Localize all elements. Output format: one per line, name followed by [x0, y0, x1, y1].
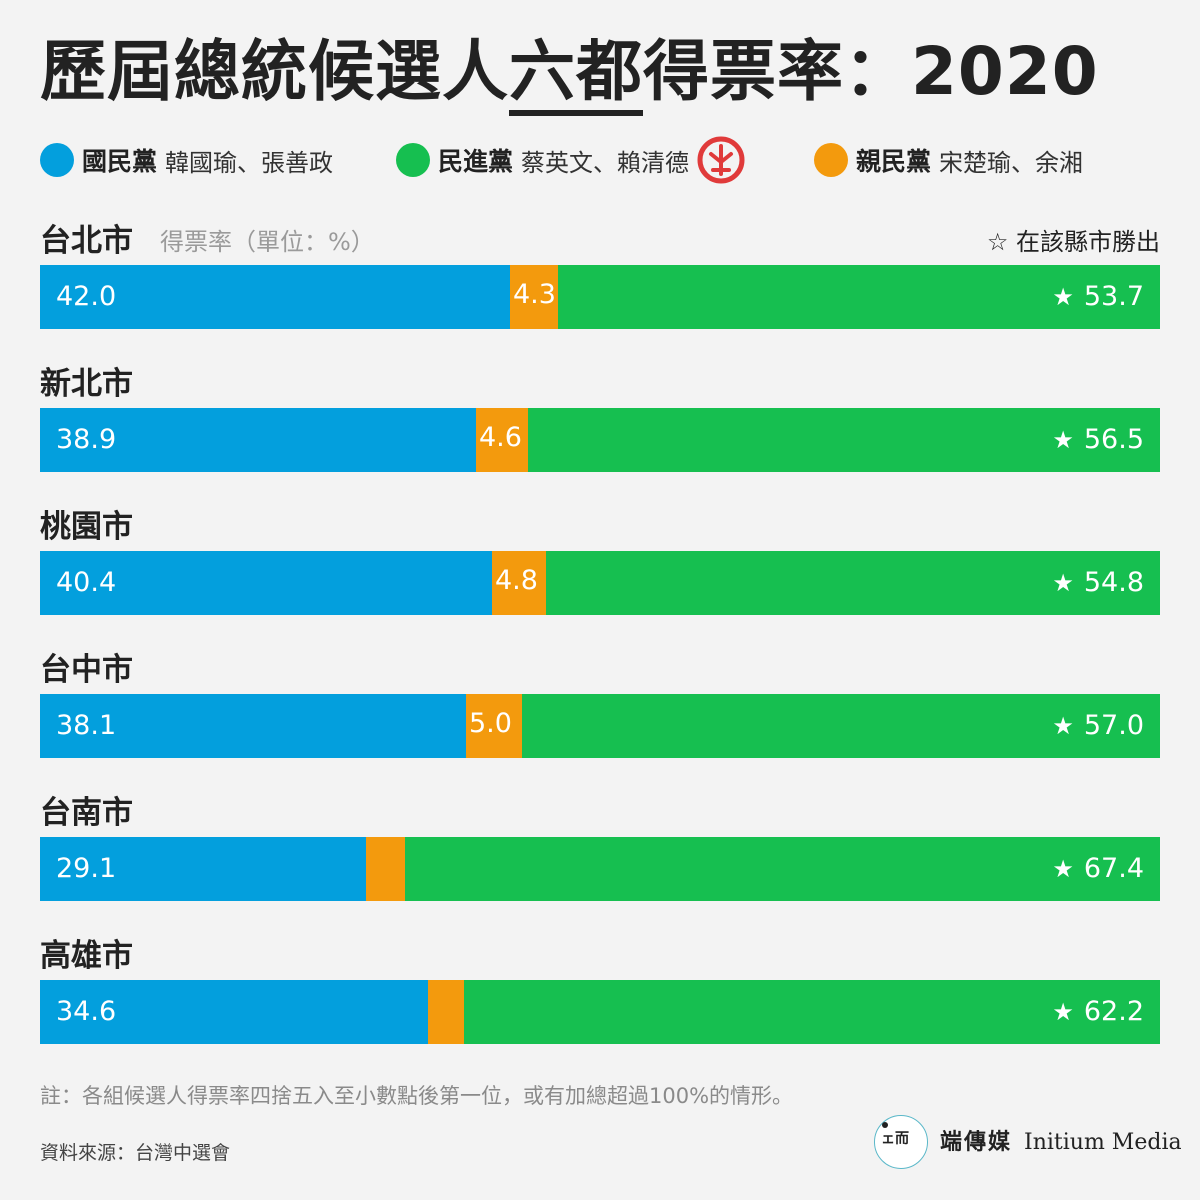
- city-label: 新北市: [40, 366, 133, 402]
- winner-star-icon: ★: [1052, 855, 1074, 883]
- bar-segment-kmt: 38.1: [40, 694, 466, 758]
- logo-glyph: ェ而: [881, 1131, 909, 1147]
- bar-row: 34.6 ★ 62.2: [40, 980, 1160, 1044]
- value-label-pfp: 4.3: [513, 279, 556, 310]
- value-label-pfp: 5.0: [469, 708, 512, 739]
- bar-row: 40.4 4.8 ★ 54.8: [40, 551, 1160, 615]
- title-suffix: 得票率：2020: [643, 33, 1099, 110]
- value-label-pfp: 4.6: [479, 422, 522, 453]
- legend: 國民黨 韓國瑜、張善政 民進黨 蔡英文、賴清德 親民黨 宋楚瑜、余湘: [40, 136, 1160, 184]
- value-label-kmt: 34.6: [56, 996, 117, 1027]
- bar-segment-dpp: ★ 54.8: [546, 551, 1160, 615]
- winner-star-icon: ★: [1052, 998, 1074, 1026]
- winner-star-icon: ★: [1052, 569, 1074, 597]
- legend-party: 國民黨: [82, 147, 158, 176]
- value-label-kmt: 29.1: [56, 853, 117, 884]
- bar-row: 29.1 ★ 67.4: [40, 837, 1160, 901]
- bar-segment-kmt: 34.6: [40, 980, 428, 1044]
- legend-candidates: 韓國瑜、張善政: [165, 148, 334, 177]
- city-label: 高雄市: [40, 938, 133, 974]
- bar-segment-dpp: ★ 57.0: [522, 694, 1160, 758]
- logo-dot: [882, 1122, 888, 1128]
- value-label-kmt: 38.9: [56, 424, 117, 455]
- source-note: 資料來源：台灣中選會: [40, 1142, 231, 1164]
- city-label: 台南市: [40, 795, 133, 831]
- brand-chinese: 端傳媒: [940, 1129, 1013, 1155]
- value-label-pfp: 4.8: [495, 565, 538, 596]
- winner-note: ☆ 在該縣市勝出: [986, 228, 1160, 256]
- winner-star-icon: ★: [1052, 426, 1074, 454]
- bar-segment-dpp: ★ 67.4: [405, 837, 1160, 901]
- bar-row: 42.0 4.3 ★ 53.7: [40, 265, 1160, 329]
- legend-party: 親民黨: [856, 147, 932, 176]
- winner-star-icon: ★: [1052, 283, 1074, 311]
- bar-segment-pfp: [366, 837, 405, 901]
- pfp-color-dot: [814, 143, 848, 177]
- value-label-dpp: ★ 56.5: [1052, 408, 1144, 472]
- bar-segment-kmt: 29.1: [40, 837, 366, 901]
- value-label-dpp: ★ 67.4: [1052, 837, 1144, 901]
- bar-segment-kmt: 40.4: [40, 551, 492, 615]
- bar-segment-kmt: 38.9: [40, 408, 476, 472]
- bar-row: 38.9 4.6 ★ 56.5: [40, 408, 1160, 472]
- vote-stamp-icon: [697, 136, 745, 184]
- kmt-color-dot: [40, 143, 74, 177]
- bar-segment-kmt: 42.0: [40, 265, 510, 329]
- legend-candidates: 蔡英文、賴清德: [521, 148, 690, 177]
- bar-segment-dpp: ★ 62.2: [464, 980, 1160, 1044]
- legend-item-pfp: 親民黨 宋楚瑜、余湘: [814, 136, 1083, 184]
- unit-label: 得票率（單位：%）: [160, 228, 375, 256]
- bar-segment-pfp: 4.8: [492, 551, 546, 615]
- page-title: 歷屆總統候選人六都得票率：2020: [40, 30, 1099, 116]
- winner-star-icon: ★: [1052, 712, 1074, 740]
- brand-name: 端傳媒 Initium Media: [940, 1124, 1182, 1156]
- dpp-color-dot: [396, 143, 430, 177]
- value-label-dpp: ★ 62.2: [1052, 980, 1144, 1044]
- value-label-kmt: 38.1: [56, 710, 117, 741]
- value-label-kmt: 40.4: [56, 567, 117, 598]
- value-label-kmt: 42.0: [56, 281, 117, 312]
- title-highlight: 六都: [509, 33, 643, 116]
- bar-segment-pfp: 4.3: [510, 265, 558, 329]
- bar-segment-pfp: 5.0: [466, 694, 522, 758]
- city-label: 台中市: [40, 652, 133, 688]
- initium-logo-icon: ェ而: [874, 1115, 928, 1169]
- value-label-dpp: ★ 57.0: [1052, 694, 1144, 758]
- legend-item-dpp: 民進黨 蔡英文、賴清德: [396, 136, 745, 184]
- legend-candidates: 宋楚瑜、余湘: [939, 148, 1084, 177]
- title-prefix: 歷屆總統候選人: [40, 33, 509, 110]
- legend-item-kmt: 國民黨 韓國瑜、張善政: [40, 136, 333, 184]
- city-label: 台北市: [40, 223, 133, 259]
- brand-english: Initium Media: [1024, 1130, 1182, 1155]
- footnote: 註：各組候選人得票率四捨五入至小數點後第一位，或有加總超過100%的情形。: [40, 1084, 794, 1108]
- value-label-dpp: ★ 54.8: [1052, 551, 1144, 615]
- legend-party: 民進黨: [438, 147, 514, 176]
- bar-segment-dpp: ★ 56.5: [528, 408, 1160, 472]
- bar-row: 38.1 5.0 ★ 57.0: [40, 694, 1160, 758]
- city-label: 桃園市: [40, 509, 133, 545]
- bar-segment-dpp: ★ 53.7: [558, 265, 1160, 329]
- value-label-dpp: ★ 53.7: [1052, 265, 1144, 329]
- bar-segment-pfp: [428, 980, 464, 1044]
- bar-segment-pfp: 4.6: [476, 408, 528, 472]
